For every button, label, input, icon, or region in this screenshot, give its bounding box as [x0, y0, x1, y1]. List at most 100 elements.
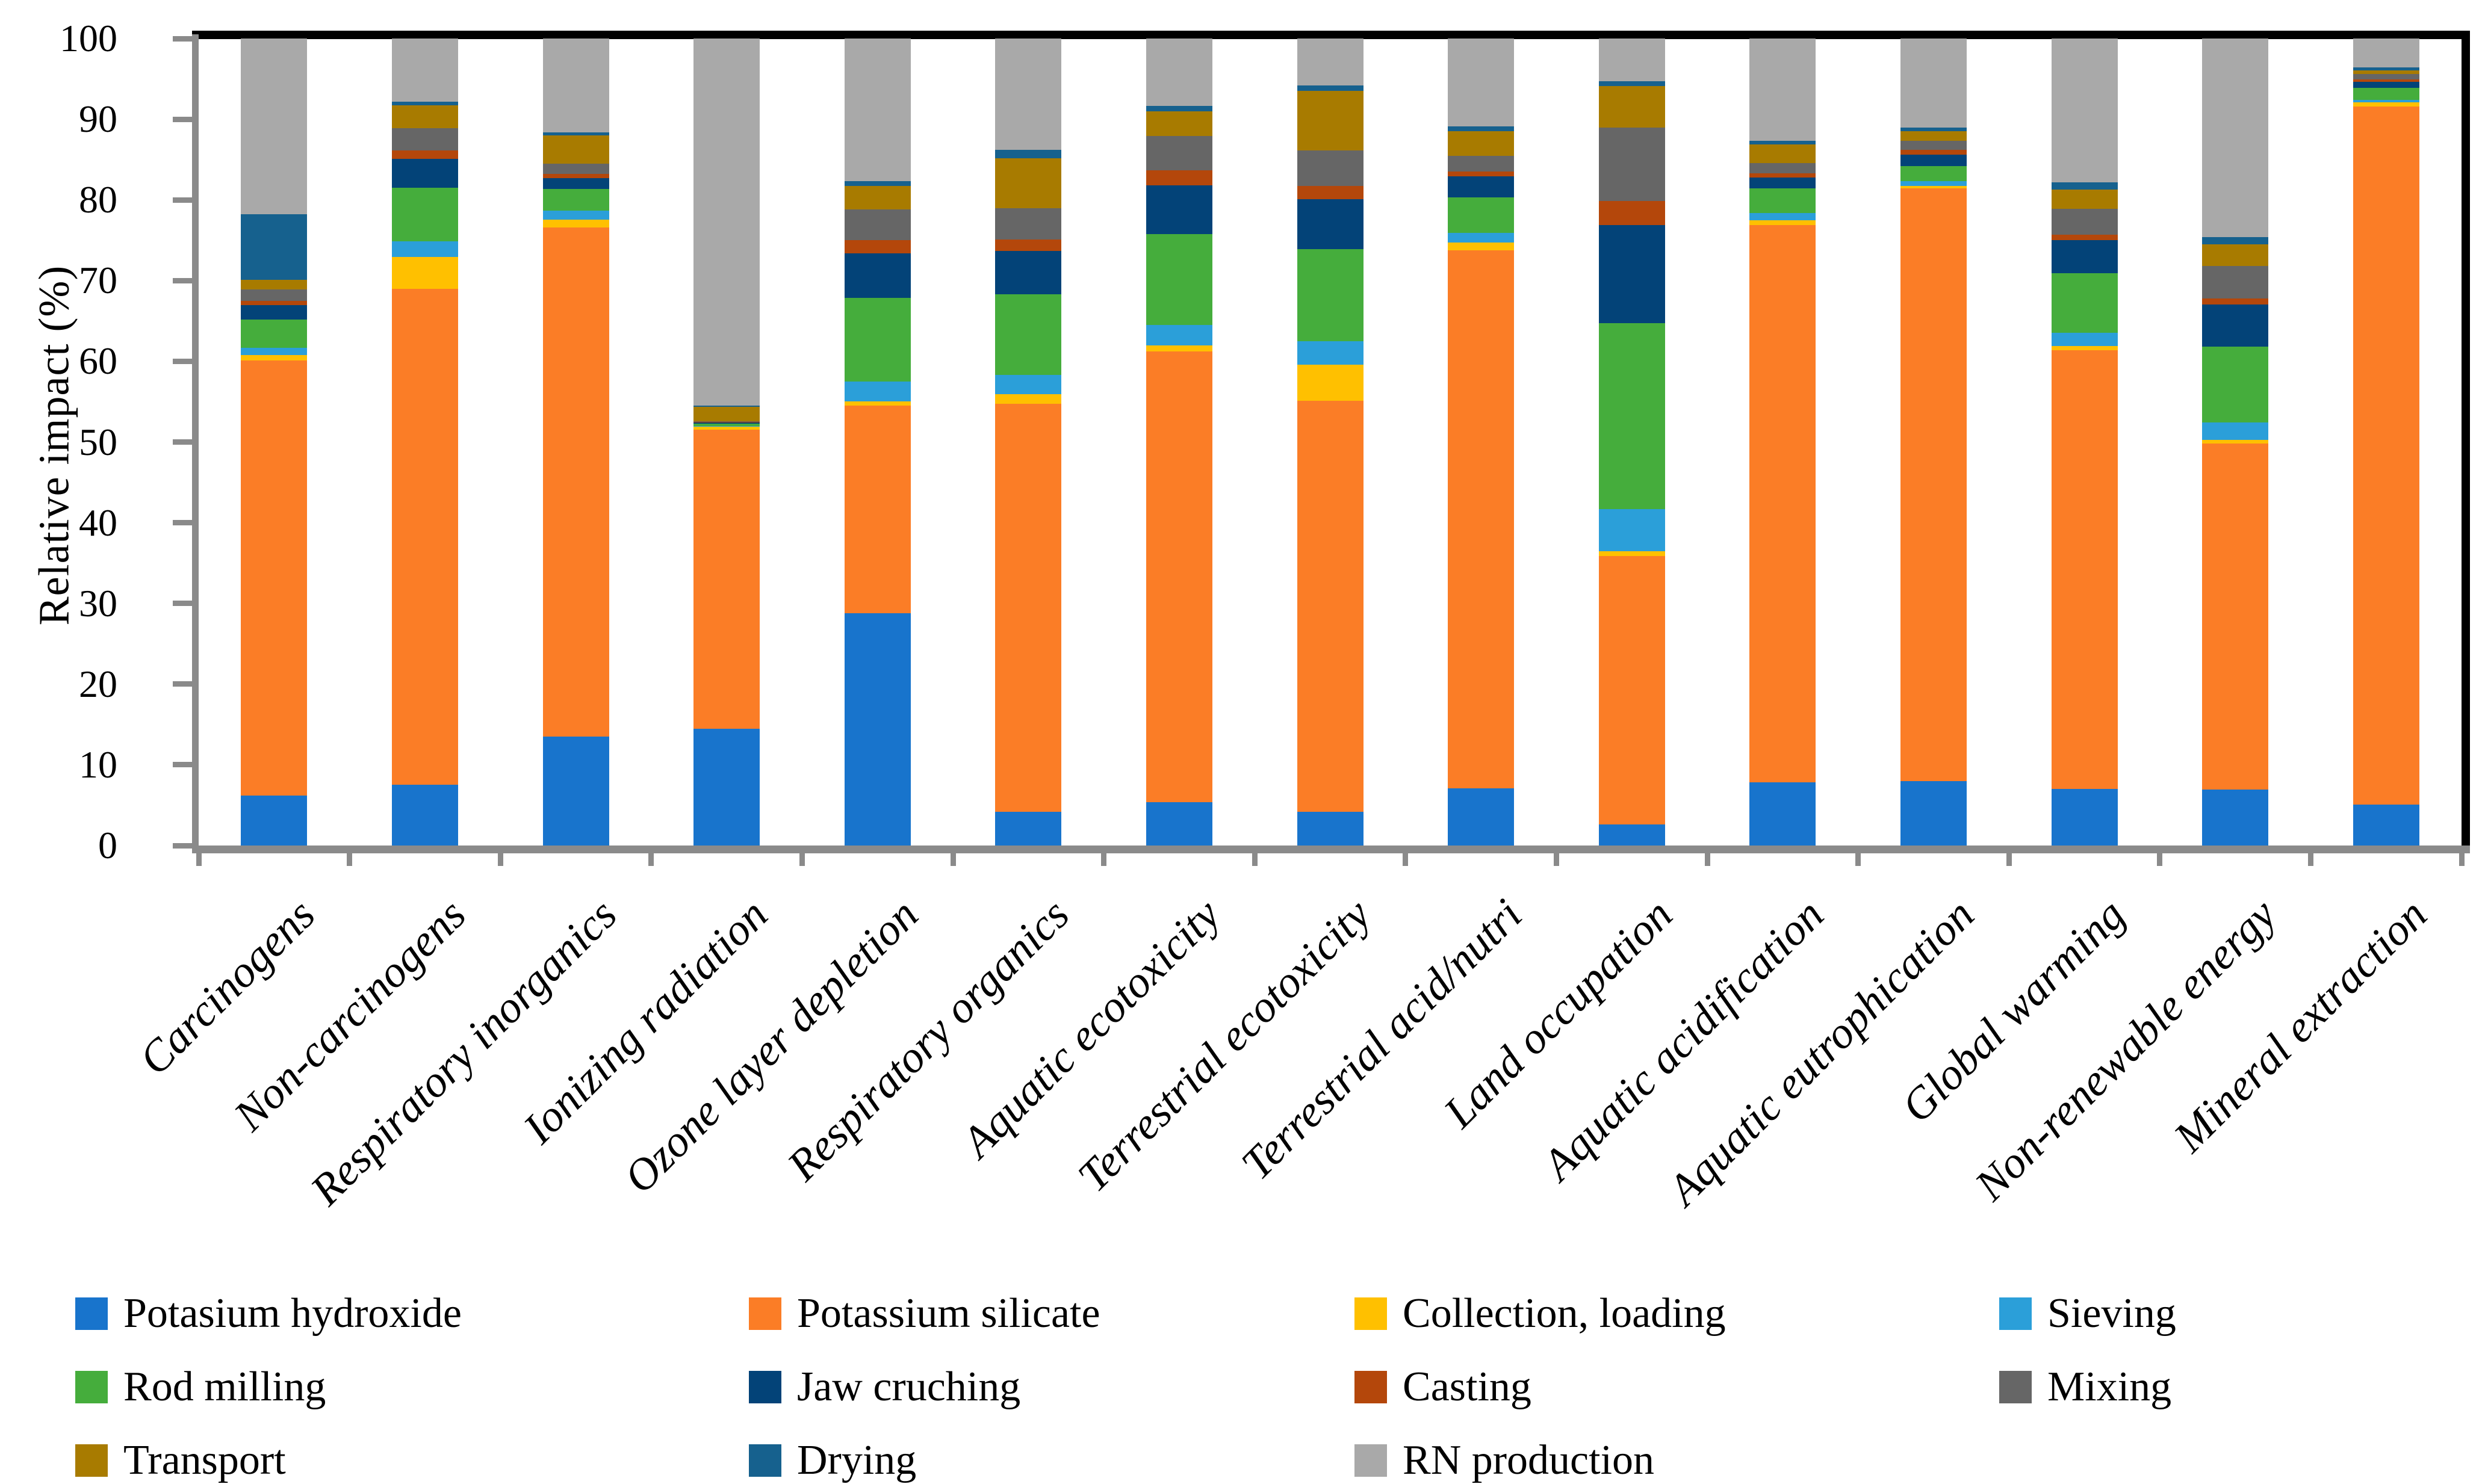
bar-segment	[693, 427, 760, 430]
bar-segment	[1297, 364, 1363, 401]
bar-segment	[1749, 39, 1816, 141]
bar-segment	[2202, 444, 2269, 790]
bar-segment	[693, 406, 760, 421]
bar-segment	[2202, 266, 2269, 298]
bar-segment	[2051, 345, 2118, 350]
bar-segment	[995, 208, 1062, 240]
bar-segment	[1598, 86, 1665, 128]
x-category-label: Non-renewable energy	[1965, 889, 2286, 1210]
x-category-label: Mineral extraction	[2164, 889, 2437, 1162]
plot-area	[199, 39, 2462, 846]
bar-segment	[241, 347, 308, 355]
bar-segment	[542, 736, 609, 846]
y-tick-label: 10	[79, 743, 117, 786]
legend-swatch	[1354, 1444, 1387, 1477]
bar-segment	[1146, 802, 1212, 846]
bar-segment	[1900, 39, 1967, 128]
bar-aquatic-acidification	[1749, 39, 1816, 846]
legend-swatch	[75, 1444, 108, 1477]
legend-item: Transport	[75, 1439, 286, 1482]
bar-segment	[1146, 170, 1212, 186]
bar-segment	[1297, 401, 1363, 812]
bar-segment	[2202, 346, 2269, 422]
y-tick-mark	[173, 36, 192, 42]
legend-item: Sieving	[1999, 1293, 2176, 1335]
bar-segment	[844, 406, 911, 613]
bar-segment	[2353, 107, 2419, 805]
legend-label: Jaw cruching	[797, 1364, 1021, 1410]
y-tick-mark	[173, 358, 192, 364]
legend-label: Casting	[1403, 1364, 1531, 1410]
bar-segment	[241, 319, 308, 348]
bar-segment	[542, 210, 609, 220]
bar-segment	[1749, 173, 1816, 178]
bar-segment	[2353, 79, 2419, 82]
bar-segment	[241, 289, 308, 301]
bar-segment	[2051, 182, 2118, 190]
bar-segment	[844, 39, 911, 182]
bar-segment	[1297, 91, 1363, 151]
bar-segment	[1598, 509, 1665, 551]
bar-segment	[1598, 224, 1665, 324]
bar-segment	[1749, 177, 1816, 189]
bar-segment	[2353, 102, 2419, 107]
y-tick-label: 100	[60, 17, 117, 60]
legend-item: Rod milling	[75, 1366, 326, 1408]
bar-segment	[995, 250, 1062, 295]
bar-segment	[844, 381, 911, 402]
bar-segment	[995, 294, 1062, 376]
legend-item: Potassium silicate	[749, 1293, 1100, 1335]
legend-label: Potassium silicate	[797, 1290, 1100, 1337]
bar-segment	[1749, 212, 1816, 220]
x-tick-mark	[1101, 846, 1107, 866]
bar-segment	[1297, 341, 1363, 365]
bar-non-renewable-energy	[2202, 39, 2269, 846]
legend-swatch	[1999, 1297, 2032, 1330]
x-tick-mark	[2157, 846, 2163, 866]
bar-segment	[1598, 200, 1665, 225]
bar-segment	[1448, 155, 1515, 172]
bar-segment	[1448, 788, 1515, 846]
bar-segment	[1749, 140, 1816, 144]
bar-segment	[241, 214, 308, 280]
y-tick-mark	[173, 762, 192, 768]
bar-segment	[1900, 141, 1967, 150]
y-tick-label: 30	[79, 581, 117, 625]
bar-segment	[693, 422, 760, 424]
bar-segment	[391, 288, 458, 785]
bar-segment	[2353, 70, 2419, 75]
x-tick-mark	[2307, 846, 2313, 866]
bar-segment	[844, 209, 911, 241]
bar-segment	[391, 158, 458, 188]
bar-segment	[2353, 804, 2419, 846]
legend-swatch	[749, 1297, 781, 1330]
x-tick-mark	[1252, 846, 1258, 866]
bar-segment	[1146, 106, 1212, 112]
bar-aquatic-eutrophication	[1900, 39, 1967, 846]
bar-segment	[2051, 234, 2118, 241]
bar-mineral-extraction	[2353, 39, 2419, 846]
bar-segment	[241, 39, 308, 215]
bar-ionizing-radiation	[693, 39, 760, 846]
bar-segment	[391, 39, 458, 102]
bar-segment	[1598, 551, 1665, 557]
bar-segment	[693, 430, 760, 729]
bar-carcinogens	[241, 39, 308, 846]
y-tick-mark	[173, 681, 192, 687]
bar-segment	[2051, 240, 2118, 274]
legend-label: Sieving	[2047, 1290, 2176, 1337]
bar-ozone-layer-depletion	[844, 39, 911, 846]
bar-segment	[1146, 351, 1212, 802]
bar-segment	[1900, 181, 1967, 187]
legend-label: Potasium hydroxide	[123, 1290, 462, 1337]
x-tick-mark	[799, 846, 805, 866]
y-tick-label: 90	[79, 97, 117, 141]
bar-segment	[2202, 237, 2269, 245]
bar-segment	[693, 39, 760, 406]
bar-segment	[542, 132, 609, 135]
legend-item: Jaw cruching	[749, 1366, 1020, 1408]
bar-segment	[241, 300, 308, 305]
bar-non-carcinogens	[391, 39, 458, 846]
bar-segment	[1749, 144, 1816, 163]
